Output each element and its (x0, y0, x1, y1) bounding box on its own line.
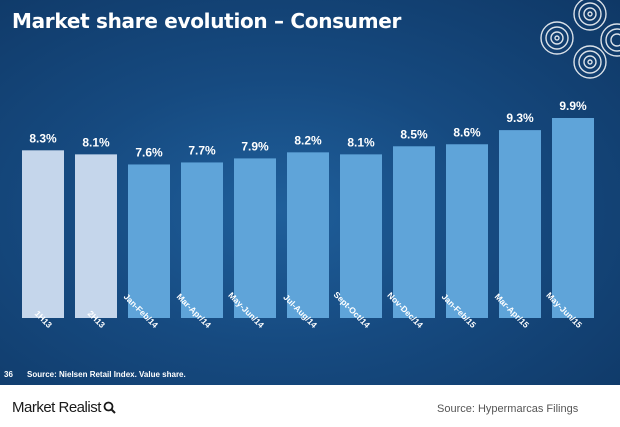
decorative-rings-icon (540, 0, 620, 79)
slide: Market share evolution – Consumer 8.3% 1H… (0, 0, 620, 385)
value-label: 8.1% (347, 135, 375, 149)
bar-jan-feb-14 (128, 164, 170, 318)
bar-mar-apr-14 (181, 162, 223, 318)
value-label: 8.1% (82, 135, 110, 149)
value-label: 9.3% (506, 111, 534, 125)
value-label: 8.6% (453, 125, 481, 139)
value-label: 7.7% (188, 143, 216, 157)
footer: Market Realist Source: Hypermarcas Filin… (0, 385, 620, 427)
bar-1h13 (22, 150, 64, 318)
bar-mar-apr-15 (499, 130, 541, 318)
bar-may-jun-14 (234, 158, 276, 318)
bar-nov-dec-14 (393, 146, 435, 318)
brand-logo[interactable]: Market Realist (12, 399, 116, 416)
bar-chart: 8.3%1H138.1%2H137.6%Jan-Feb/147.7%Mar-Ap… (22, 99, 594, 318)
bar-sept-oct-14 (340, 154, 382, 318)
slide-number: 36 (4, 370, 13, 379)
bar-2h13 (75, 154, 117, 318)
source-credit: Source: Hypermarcas Filings (437, 403, 579, 415)
bar-jan-feb-15 (446, 144, 488, 318)
value-label: 8.5% (400, 127, 428, 141)
source-note: Source: Nielsen Retail Index. Value shar… (27, 370, 186, 379)
value-label: 8.3% (29, 131, 57, 145)
bar-may-jun-15 (552, 118, 594, 318)
value-label: 7.6% (135, 145, 163, 159)
value-label: 7.9% (241, 139, 269, 153)
chart-title: Market share evolution – Consumer (12, 9, 402, 33)
value-label: 9.9% (559, 99, 587, 113)
bar-jul-aug-14 (287, 152, 329, 318)
value-label: 8.2% (294, 133, 322, 147)
brand-name: Market Realist (12, 399, 101, 416)
magnifier-icon (103, 401, 116, 414)
